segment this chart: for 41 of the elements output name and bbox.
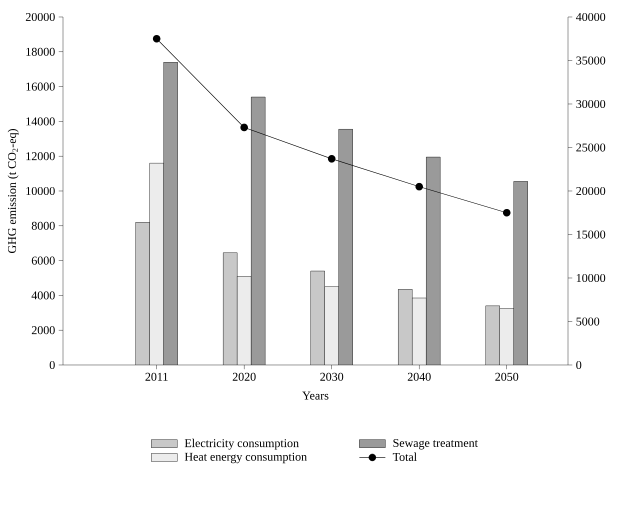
- y2-tick-label: 10000: [576, 274, 606, 282]
- legend-label: Total: [392, 452, 417, 461]
- legend-label: Heat energy consumption: [184, 452, 307, 464]
- bar: [324, 286, 339, 365]
- y-tick-label: 14000: [26, 117, 55, 126]
- x-tick-label: 2050: [495, 372, 518, 381]
- y2-tick-label: 0: [576, 360, 582, 370]
- y2-tick-label: 5000: [576, 317, 600, 326]
- point: [240, 124, 248, 132]
- y-tick-label: 16000: [26, 82, 55, 91]
- y2-tick-label: 30000: [576, 100, 606, 108]
- bar: [412, 298, 426, 365]
- point: [152, 34, 160, 43]
- y-tick-label: 20000: [26, 12, 55, 22]
- y2-tick-label: 15000: [576, 230, 606, 239]
- y2-tick-label: 20000: [576, 186, 606, 196]
- y-tick-label: 12000: [26, 152, 55, 160]
- y2-tick-label: 25000: [576, 143, 606, 152]
- legend-label: Sewage treatment: [393, 438, 478, 450]
- y-tick-label: 10000: [26, 186, 55, 196]
- y-tick-label: 4000: [32, 291, 55, 300]
- x-tick-label: 2020: [232, 372, 256, 381]
- y-axis-title: GHG emission (t CO$_{2}$-eq): [8, 129, 19, 254]
- bar: [150, 163, 164, 365]
- y-tick-label: 6000: [32, 256, 55, 265]
- y-tick-label: 8000: [32, 222, 55, 230]
- y2-tick-label: 40000: [576, 12, 606, 22]
- legend-label: Electricity consumption: [184, 438, 299, 450]
- x-axis-title: Years: [302, 392, 328, 400]
- y-tick-label: 0: [50, 360, 55, 370]
- bar: [500, 308, 514, 365]
- x-tick-label: 2030: [320, 372, 344, 381]
- y-tick-label: 2000: [32, 326, 55, 334]
- point: [328, 155, 336, 163]
- bar: [237, 276, 252, 365]
- x-tick-label: 2011: [145, 372, 168, 381]
- point: [502, 208, 511, 217]
- point: [415, 182, 424, 190]
- x-tick-label: 2040: [408, 372, 431, 381]
- y-tick-label: 18000: [26, 48, 55, 56]
- y2-tick-label: 35000: [576, 56, 606, 65]
